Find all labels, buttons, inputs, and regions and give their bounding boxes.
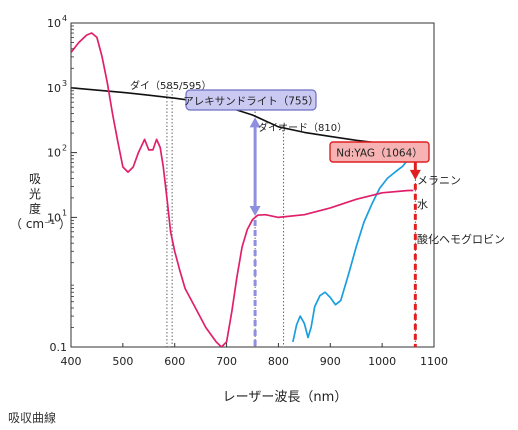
x-tick-label: 400 [61,355,82,368]
ndyag-label-text: Nd:YAG（1064） [336,148,423,160]
x-axis-label: レーザー波長（nm） [223,390,348,405]
arrow-head-down [249,206,261,217]
y-tick-label: 10 [47,211,61,224]
arrow-head-up [249,117,261,128]
y-tick-label: 0.1 [50,341,68,354]
series-label-1: 水 [417,198,428,211]
y-tick-exponent: 3 [62,79,67,88]
series-line-2 [71,32,414,347]
alexandrite-label-box [185,89,317,111]
x-tick-label: 1000 [368,355,396,368]
x-tick-label: 600 [164,355,185,368]
series-line-1 [292,150,415,343]
y-tick-label: 10 [47,82,61,95]
x-tick-label: 800 [268,355,289,368]
dye-laser-label: ダイ（585/595） [130,79,212,92]
ndyag-label: Nd:YAG（1064） [329,141,430,163]
y-tick-label: 10 [47,147,61,160]
y-axis-label: 吸 光 度 （ cm⁻¹ ） [10,172,72,231]
absorption-arrow-0 [249,117,261,347]
figure-caption: 吸収曲線 [8,411,57,425]
alexandrite-label-text: アレキサンドライト（755） [183,96,319,108]
diode-laser-label: ダイオード（810） [258,121,347,134]
plot-frame [70,22,435,348]
y-tick-exponent: 4 [62,14,67,23]
arrow-head-down [409,169,421,180]
y-tick-exponent: 1 [62,208,67,217]
y-tick-exponent: 2 [62,144,67,153]
series-label-0: メラニン [417,174,461,187]
alexandrite-label: アレキサンドライト（755） [183,89,319,111]
x-tick-label: 1100 [420,355,448,368]
y-tick-label: 10 [47,17,61,30]
series-label-2: 酸化ヘモグロビン [417,232,505,246]
x-tick-label: 900 [320,355,341,368]
ndyag-label-box [329,141,430,163]
x-tick-label: 700 [216,355,237,368]
x-tick-label: 500 [112,355,133,368]
